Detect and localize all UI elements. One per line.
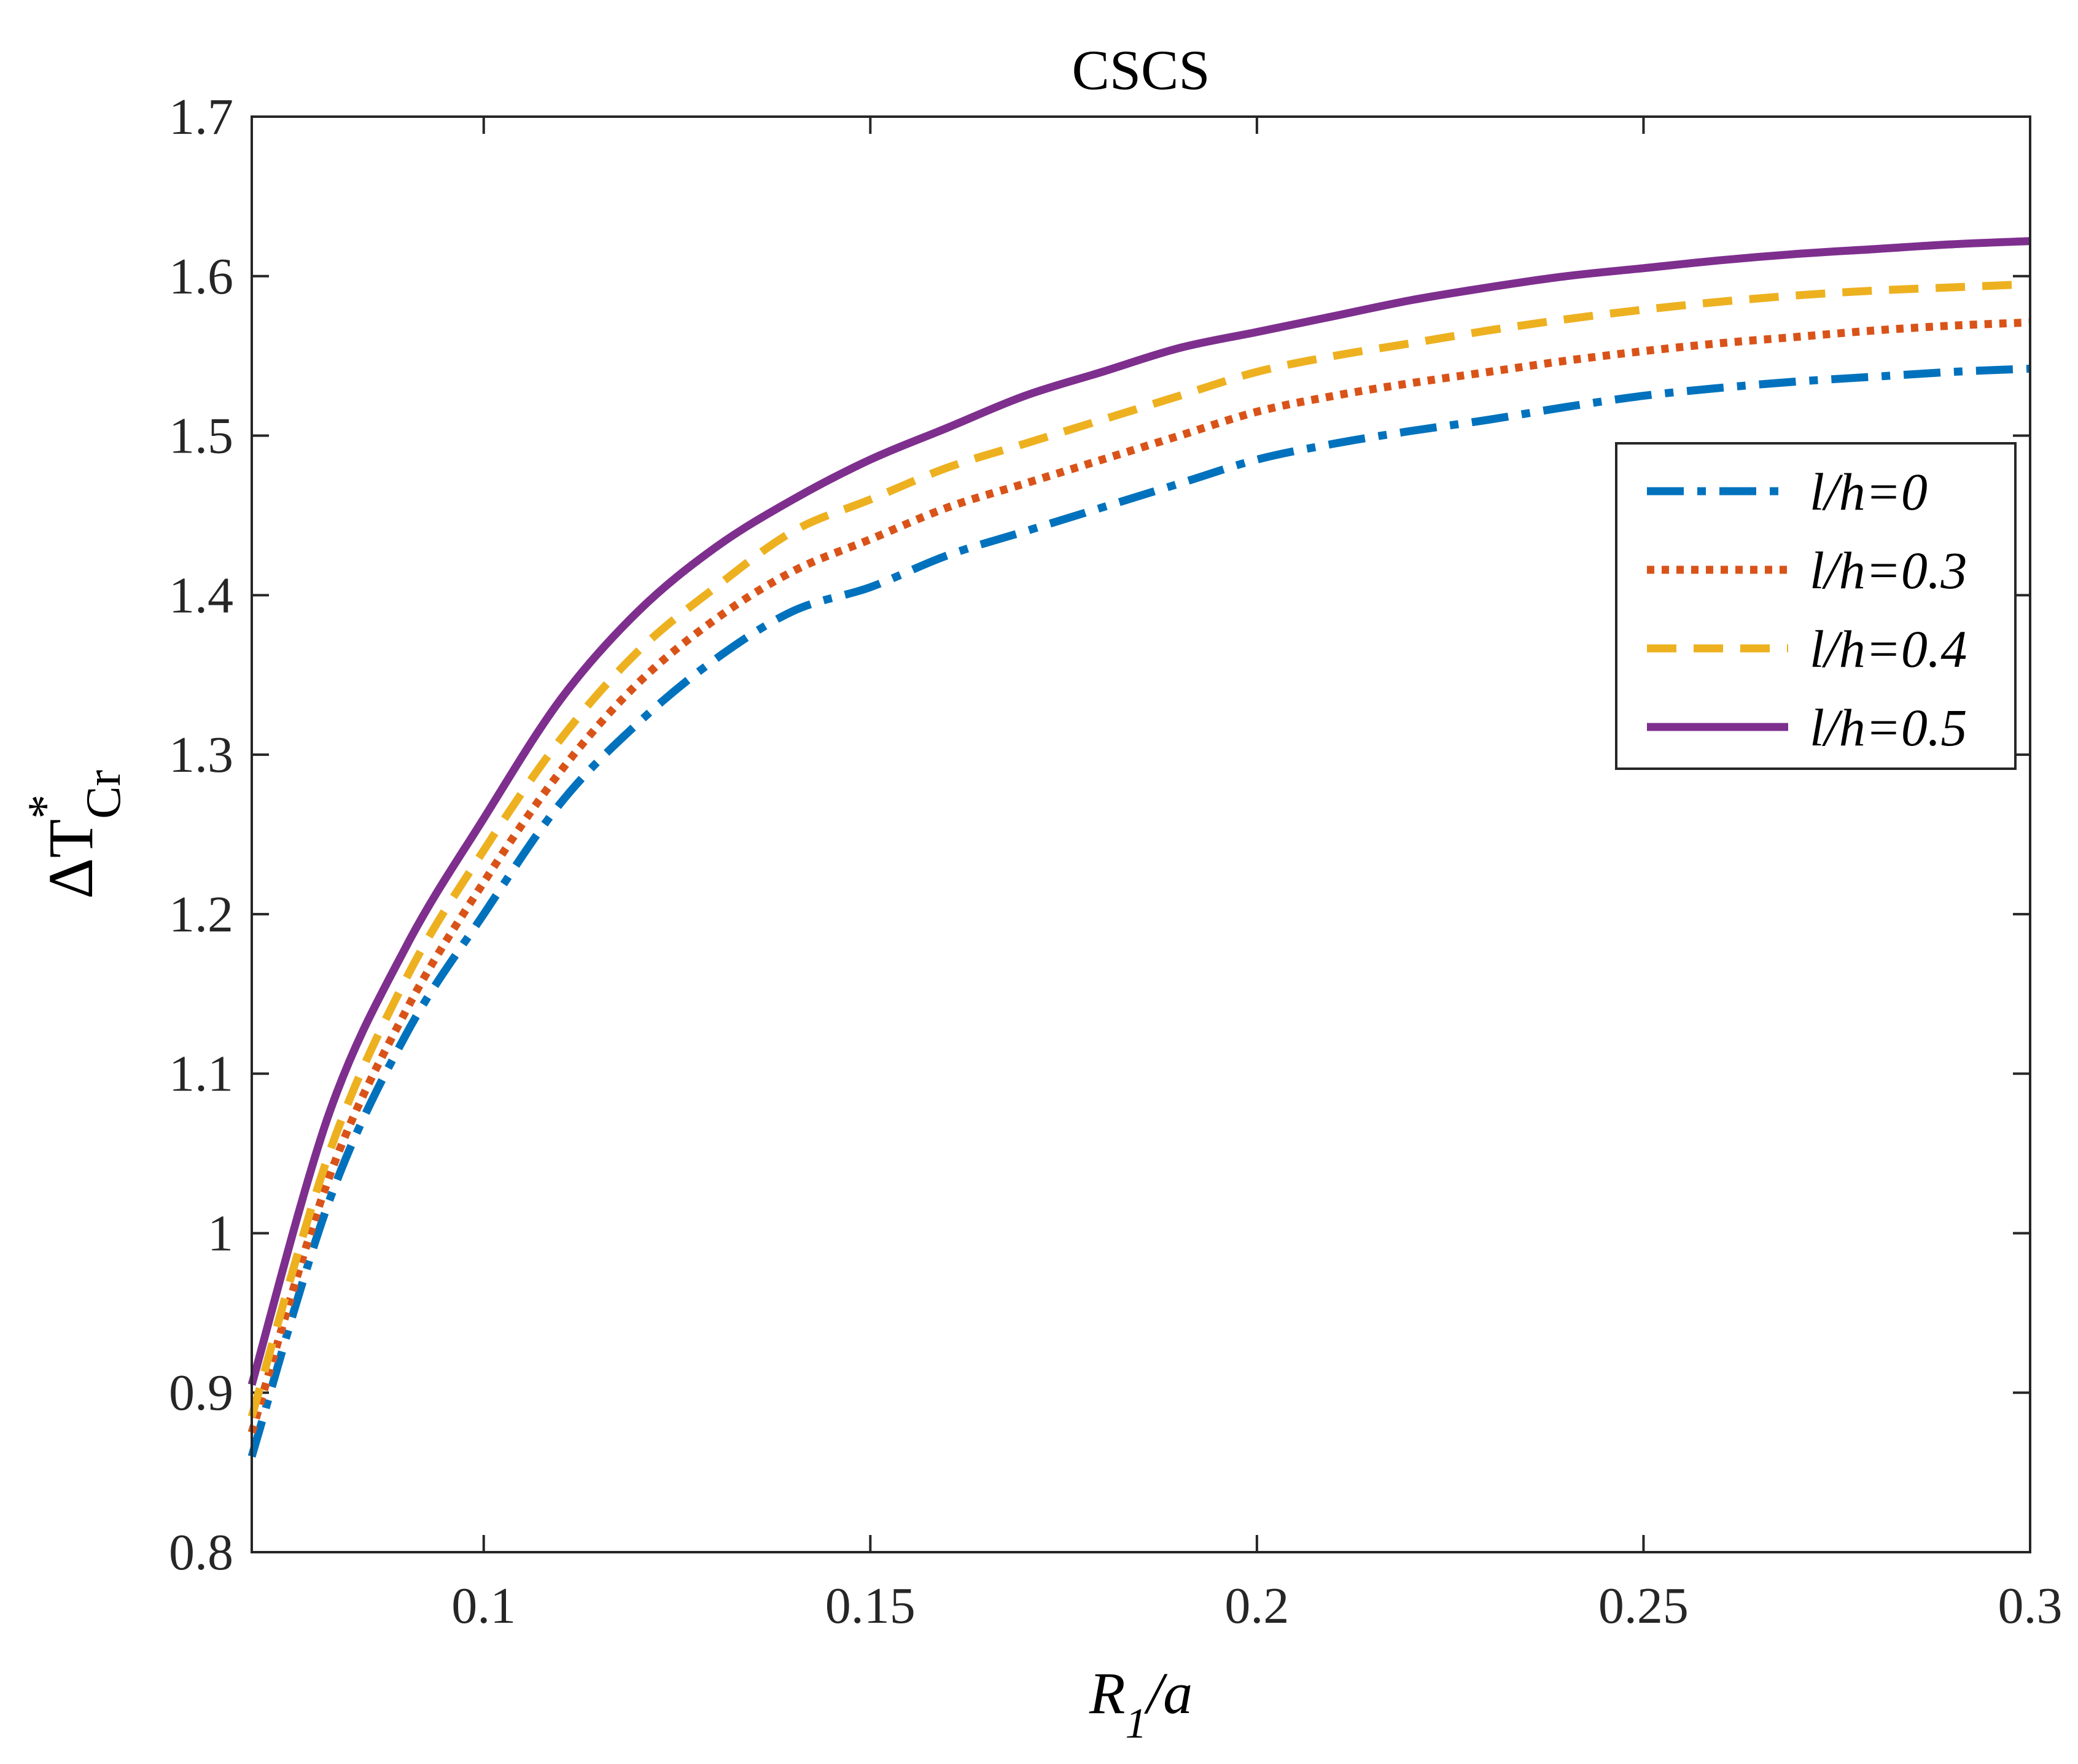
legend: l/h=0 l/h=0.3 l/h=0.4 l/h=0.5	[1615, 442, 2017, 770]
legend-label-1: l/h=0.3	[1810, 541, 1967, 600]
x-tick-label: 0.2	[1224, 1577, 1289, 1634]
series-line-3	[247, 237, 2031, 1386]
y-tick-label: 1.4	[169, 567, 233, 624]
x-label-sub: 1	[1125, 1700, 1146, 1747]
legend-label-0: l/h=0	[1810, 462, 1928, 521]
x-tick-label: 0.1	[451, 1577, 516, 1634]
x-label-main: R	[1089, 1660, 1126, 1726]
y-label-delta: Δ	[36, 858, 106, 899]
series-line-2	[247, 280, 2031, 1418]
x-tick-label: 0.15	[825, 1577, 916, 1634]
y-label-sup: *	[18, 795, 72, 819]
y-tick-label: 1.3	[169, 726, 233, 783]
legend-label-2: l/h=0.4	[1810, 620, 1967, 678]
plot-area	[252, 117, 2030, 1552]
plot-frame	[251, 115, 2031, 1553]
x-label-rest: /a	[1143, 1660, 1193, 1726]
x-axis-label: R1/a	[1089, 1660, 1193, 1747]
y-axis-label: ΔT*Cr	[18, 770, 131, 899]
legend-label-3: l/h=0.5	[1810, 698, 1967, 757]
y-tick-label: 1.6	[169, 248, 233, 305]
x-tick-label: 0.3	[1998, 1577, 2063, 1634]
y-tick-label: 0.9	[169, 1364, 233, 1421]
y-tick-label: 1.5	[169, 408, 233, 465]
y-tick-label: 1.2	[169, 886, 233, 943]
y-tick-label: 1.1	[169, 1046, 233, 1103]
tick-labels: 0.1 0.15 0.2 0.25 0.3 0.8 0.9 1 1.1 1.2 1.3 1.4 1.5 1…	[169, 88, 2063, 1634]
y-tick-label: 0.8	[169, 1524, 233, 1581]
series-layer	[247, 237, 2031, 1458]
x-tick-label: 0.25	[1598, 1577, 1689, 1634]
series-line-0	[247, 364, 2031, 1458]
y-tick-label: 1	[208, 1205, 233, 1262]
y-tick-label: 1.7	[169, 88, 233, 146]
y-label-main: T	[36, 819, 106, 858]
legend-box	[1615, 442, 2017, 770]
chart-title: CSCS	[1072, 39, 1210, 101]
y-label-sub: Cr	[77, 770, 131, 819]
